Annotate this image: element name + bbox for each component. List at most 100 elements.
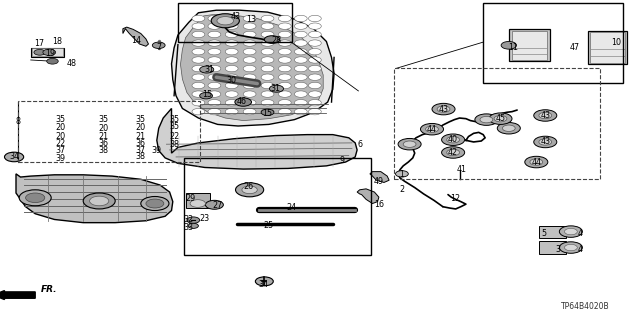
Circle shape — [480, 116, 493, 123]
Circle shape — [225, 91, 238, 97]
Circle shape — [192, 40, 205, 46]
Circle shape — [261, 65, 274, 72]
Circle shape — [294, 31, 307, 38]
Circle shape — [205, 200, 223, 209]
Circle shape — [278, 108, 291, 115]
Text: 46: 46 — [237, 97, 247, 106]
Circle shape — [261, 57, 274, 63]
Circle shape — [489, 113, 512, 124]
Text: 36: 36 — [99, 139, 109, 148]
Text: 5: 5 — [541, 229, 547, 238]
Text: 6: 6 — [358, 140, 363, 149]
Text: 27: 27 — [212, 201, 223, 210]
Bar — [186, 193, 210, 208]
Circle shape — [278, 74, 291, 80]
Circle shape — [192, 74, 205, 80]
Circle shape — [308, 108, 321, 115]
Circle shape — [192, 108, 205, 115]
Circle shape — [192, 15, 205, 22]
Text: 37: 37 — [136, 146, 146, 155]
Circle shape — [294, 91, 307, 97]
Text: 20: 20 — [136, 123, 146, 132]
Text: 30: 30 — [227, 76, 237, 85]
Circle shape — [243, 15, 256, 22]
Text: 21: 21 — [136, 132, 146, 141]
Circle shape — [26, 193, 45, 203]
Circle shape — [564, 244, 577, 251]
Circle shape — [294, 57, 307, 63]
Circle shape — [208, 48, 221, 55]
Circle shape — [225, 82, 238, 89]
Circle shape — [294, 23, 307, 29]
Circle shape — [278, 100, 291, 106]
Text: 35: 35 — [56, 115, 66, 124]
Circle shape — [494, 115, 507, 122]
Circle shape — [437, 106, 450, 112]
Text: 28: 28 — [271, 36, 282, 45]
Text: 31: 31 — [270, 84, 280, 93]
Circle shape — [447, 137, 460, 143]
Circle shape — [278, 40, 291, 46]
Circle shape — [534, 110, 557, 121]
Text: 43: 43 — [438, 105, 449, 114]
Circle shape — [192, 31, 205, 38]
Circle shape — [235, 98, 252, 106]
Circle shape — [559, 242, 582, 253]
Circle shape — [426, 126, 438, 132]
Bar — [539, 241, 566, 254]
Text: 43: 43 — [540, 137, 550, 146]
Circle shape — [525, 156, 548, 168]
Circle shape — [502, 125, 515, 131]
Circle shape — [208, 65, 221, 72]
Text: 2: 2 — [399, 185, 404, 194]
Circle shape — [559, 226, 582, 237]
Circle shape — [278, 23, 291, 29]
Circle shape — [278, 91, 291, 97]
Circle shape — [152, 42, 165, 48]
Text: 42: 42 — [448, 148, 458, 157]
Text: 14: 14 — [131, 36, 141, 45]
Circle shape — [308, 100, 321, 106]
Circle shape — [243, 23, 256, 29]
Polygon shape — [157, 108, 357, 169]
Circle shape — [278, 31, 291, 38]
Circle shape — [83, 193, 115, 209]
Bar — [590, 32, 625, 63]
Text: 15: 15 — [262, 109, 273, 118]
Text: 39: 39 — [152, 146, 162, 155]
Circle shape — [294, 65, 307, 72]
Polygon shape — [16, 174, 173, 223]
Circle shape — [308, 40, 321, 46]
Circle shape — [187, 217, 200, 223]
Text: 48: 48 — [67, 59, 77, 68]
Text: 20: 20 — [56, 132, 66, 141]
Circle shape — [308, 57, 321, 63]
Circle shape — [225, 15, 238, 22]
Text: 43: 43 — [540, 111, 550, 120]
Circle shape — [208, 57, 221, 63]
Polygon shape — [123, 27, 148, 46]
Circle shape — [243, 74, 256, 80]
Circle shape — [269, 85, 284, 92]
Circle shape — [200, 66, 214, 73]
Circle shape — [243, 48, 256, 55]
Circle shape — [243, 108, 256, 115]
Circle shape — [294, 48, 307, 55]
Bar — [483, 3, 623, 83]
Circle shape — [19, 190, 51, 206]
Text: 38: 38 — [136, 152, 146, 161]
Circle shape — [403, 141, 416, 147]
Circle shape — [208, 23, 221, 29]
Circle shape — [308, 31, 321, 38]
Polygon shape — [172, 10, 334, 126]
Circle shape — [294, 15, 307, 22]
Circle shape — [208, 40, 221, 46]
Circle shape — [225, 57, 238, 63]
Circle shape — [190, 200, 205, 207]
Text: 12: 12 — [451, 194, 461, 203]
Bar — [178, 3, 292, 42]
Bar — [394, 68, 600, 179]
Text: 49: 49 — [374, 177, 384, 186]
Circle shape — [192, 100, 205, 106]
Circle shape — [308, 65, 321, 72]
